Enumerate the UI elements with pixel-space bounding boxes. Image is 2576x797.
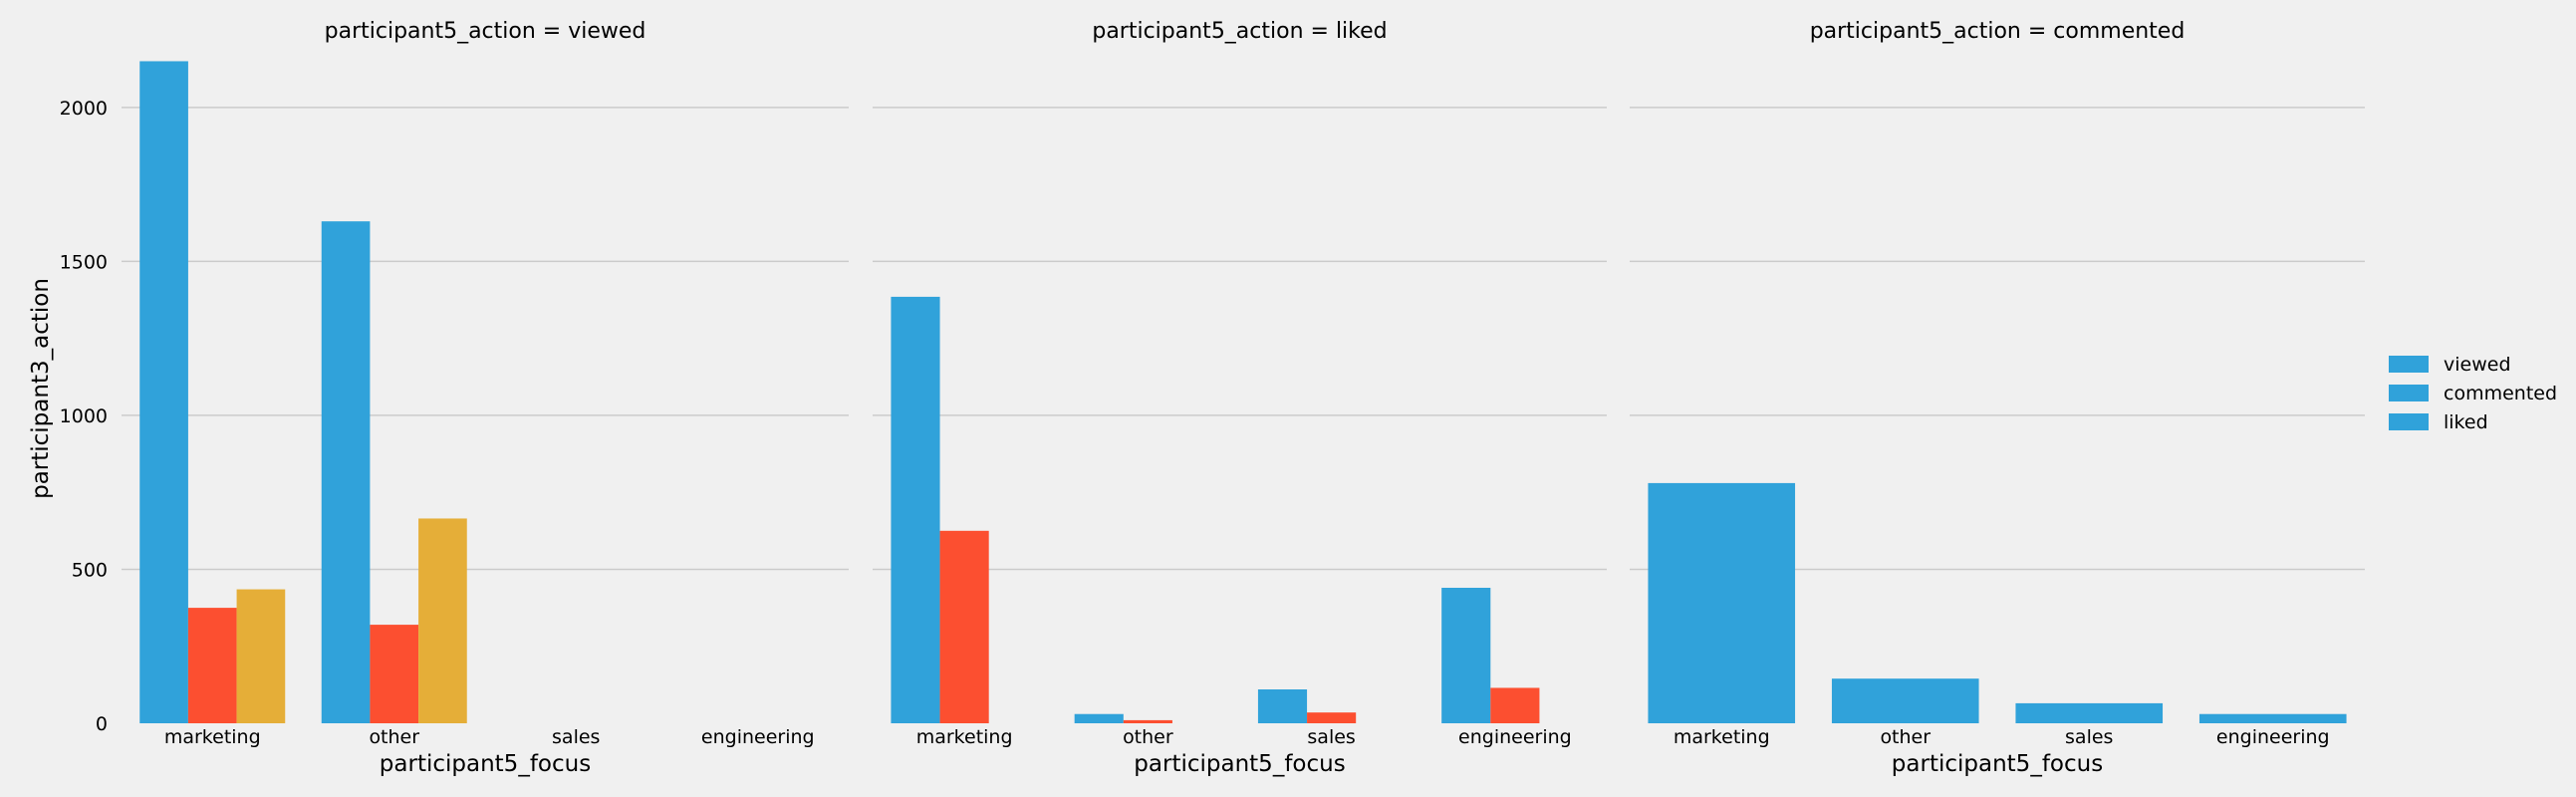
x-tick-label: engineering [1458,726,1572,748]
facet-title: participant5_action = commented [1810,19,2186,44]
x-tick-label: sales [1307,726,1355,748]
bar-other-s1 [1831,678,1979,723]
facet-panel-1: participant5_action = viewed marketing oth… [122,19,849,777]
bar-marketing-s2 [187,608,237,723]
x-axis-label: participant5_focus [1892,751,2103,777]
bar-engineering-s1 [2198,713,2347,723]
x-tick-label: other [369,726,419,748]
y-tick-label: 1500 [60,251,108,273]
bar-other-s2 [1123,719,1172,723]
facet-title: participant5_action = viewed [325,19,646,44]
facet-panel-3: participant5_action = commented marketing… [1630,19,2365,777]
x-tick-label: sales [2065,726,2113,748]
bar-marketing-s1 [891,296,940,723]
facet-panel-2: participant5_action = liked marketing othe… [873,19,1607,777]
bar-other-s1 [1074,713,1124,723]
x-tick-label: engineering [2216,726,2330,748]
legend-swatch [2389,385,2429,401]
bar-sales-s1 [2015,702,2164,723]
legend-swatch [2389,413,2429,430]
facet-title: participant5_action = liked [1092,19,1387,44]
x-tick-label: marketing [916,726,1013,748]
bar-marketing-s1 [139,61,188,724]
x-axis-label: participant5_focus [380,751,591,777]
x-tick-label: engineering [701,726,815,748]
bar-marketing-s2 [939,530,989,723]
bar-sales-s2 [1307,712,1357,723]
y-axis-label: participant3_action [28,278,54,499]
bar-engineering-s1 [1441,588,1491,723]
facets-layer: 0 500 1000 1500 2000 participant5_action = vi… [60,19,2365,777]
bar-other-s3 [418,518,467,723]
bar-engineering-s2 [1490,687,1540,723]
y-tick-label: 500 [72,559,108,581]
x-tick-label: sales [552,726,600,748]
y-tick-label: 2000 [60,98,108,120]
legend-label: liked [2444,411,2488,433]
bar-other-s1 [321,221,371,723]
x-tick-label: other [1123,726,1173,748]
x-tick-label: other [1880,726,1931,748]
y-tick-label: 0 [96,713,108,735]
x-tick-label: marketing [164,726,261,748]
legend-swatch [2389,356,2429,373]
x-axis-label: participant5_focus [1134,751,1345,777]
bar-marketing-s3 [236,589,286,723]
y-tick-label: 1000 [60,405,108,427]
legend-label: commented [2444,383,2557,404]
bar-sales-s1 [1257,689,1308,723]
legend-label: viewed [2444,354,2511,376]
x-tick-label: marketing [1674,726,1770,748]
bar-other-s2 [370,625,419,723]
bar-marketing-s1 [1648,482,1796,723]
legend: viewed commented liked [2389,354,2557,433]
